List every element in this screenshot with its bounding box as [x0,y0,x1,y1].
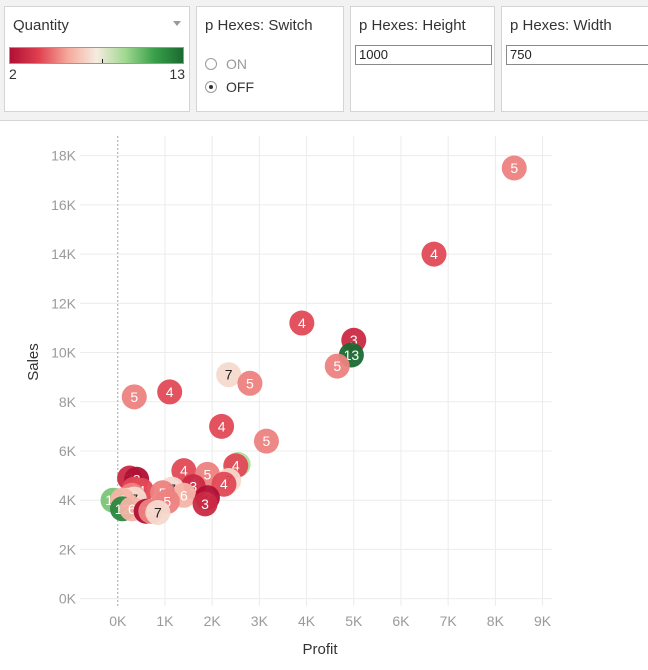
y-tick-label: 4K [59,492,77,508]
y-tick-label: 8K [59,394,77,410]
point-label: 5 [246,375,254,391]
x-tick-label: 5K [345,613,363,629]
point-label: 13 [344,347,360,363]
x-tick-label: 3K [251,613,269,629]
point-marker[interactable] [209,413,235,439]
tick-label-layer: 0K 2K 4K 6K 8K 10K 12K 14K 16K 18K 0K 1K 2K 3K 4K 5K 6K 7… [51,148,552,629]
point-marker[interactable] [421,241,447,267]
point-marker[interactable] [192,491,218,517]
point-label: 7 [154,504,162,520]
legend-menu-chevron-icon[interactable] [173,21,181,26]
x-tick-label: 0K [109,613,127,629]
y-tick-label: 14K [51,246,77,262]
scatter-plot[interactable]: 0K 2K 4K 6K 8K 10K 12K 14K 16K 18K 0K 1K 2K 3K 4K 5K 6K 7… [4,122,648,670]
quantity-legend-min: 2 [9,66,17,82]
height-input[interactable]: 1000 [355,45,492,65]
x-tick-label: 8K [487,613,505,629]
y-tick-label: 16K [51,197,77,213]
switch-parameter-title: p Hexes: Switch [205,17,313,34]
point-label: 4 [218,418,226,434]
y-tick-label: 6K [59,443,77,459]
point-label: 5 [130,389,138,405]
y-tick-label: 0K [59,591,77,607]
point-marker[interactable] [211,471,237,497]
data-point[interactable]: 5 [324,353,350,379]
point-layer: 5443135754545944574376233244558710651262… [100,155,527,525]
point-label: 3 [189,479,197,495]
point-label: 6 [180,487,188,503]
data-point[interactable]: 4 [209,413,235,439]
point-label: 3 [350,332,358,348]
switch-parameter-card: p Hexes: Switch ON OFF [196,6,344,112]
point-label: 5 [204,466,212,482]
point-marker[interactable] [237,370,263,396]
data-point[interactable]: 4 [289,310,315,336]
data-point[interactable]: 4 [211,471,237,497]
y-tick-label: 12K [51,295,77,311]
point-marker[interactable] [216,362,242,388]
switch-option-off-label: OFF [226,79,254,95]
x-tick-label: 2K [204,613,222,629]
point-label: 5 [163,493,171,509]
point-marker[interactable] [157,379,183,405]
width-input[interactable]: 750 [506,45,648,65]
width-parameter-title: p Hexes: Width [510,17,612,34]
data-point[interactable]: 5 [237,370,263,396]
radio-on-icon[interactable] [205,58,217,70]
data-point[interactable]: 4 [421,241,447,267]
x-axis-label: Profit [302,641,338,658]
point-label: 4 [180,463,188,479]
point-marker[interactable] [253,428,279,454]
point-label: 4 [232,458,240,474]
point-label: 5 [263,433,271,449]
data-point[interactable]: 7 [216,362,242,388]
point-marker[interactable] [145,499,171,525]
data-point[interactable]: 4 [157,379,183,405]
height-parameter-card: p Hexes: Height 1000 [350,6,495,112]
x-tick-label: 6K [392,613,410,629]
switch-option-on-label: ON [226,56,247,72]
switch-option-off[interactable]: OFF [205,78,254,96]
point-marker[interactable] [289,310,315,336]
quantity-legend-card[interactable]: Quantity 2 13 [4,6,190,112]
point-label: 4 [220,476,228,492]
height-parameter-title: p Hexes: Height [359,17,466,34]
x-tick-label: 4K [298,613,316,629]
quantity-legend-title: Quantity [13,17,69,34]
legend-midpoint-tick [102,59,103,63]
data-point[interactable]: 3 [192,491,218,517]
quantity-color-ramp [9,47,184,64]
x-tick-label: 1K [156,613,174,629]
y-tick-label: 10K [51,345,77,361]
grid-layer [80,136,552,606]
width-parameter-card: p Hexes: Width 750 [501,6,648,112]
y-axis-label: Sales [25,343,42,381]
point-label: 5 [333,358,341,374]
x-tick-label: 7K [440,613,458,629]
point-marker[interactable] [501,155,527,181]
data-point[interactable]: 5 [253,428,279,454]
chart-area: 0K 2K 4K 6K 8K 10K 12K 14K 16K 18K 0K 1K 2K 3K 4K 5K 6K 7… [4,122,648,670]
point-label: 7 [225,367,233,383]
point-marker[interactable] [324,353,350,379]
point-label: 3 [201,496,209,512]
x-tick-label: 9K [534,613,552,629]
data-point[interactable]: 7 [145,499,171,525]
radio-off-icon[interactable] [205,81,217,93]
data-point[interactable]: 5 [121,384,147,410]
point-label: 4 [430,246,438,262]
point-label: 5 [510,160,518,176]
filter-bar: Quantity 2 13 p Hexes: Switch ON OFF p H… [0,0,648,121]
y-tick-label: 18K [51,148,77,164]
data-point[interactable]: 5 [501,155,527,181]
y-tick-label: 2K [59,541,77,557]
point-label: 4 [166,384,174,400]
point-marker[interactable] [121,384,147,410]
quantity-legend-max: 13 [169,66,185,82]
switch-option-on[interactable]: ON [205,55,247,73]
point-label: 4 [298,315,306,331]
point-label: 6 [128,501,136,517]
